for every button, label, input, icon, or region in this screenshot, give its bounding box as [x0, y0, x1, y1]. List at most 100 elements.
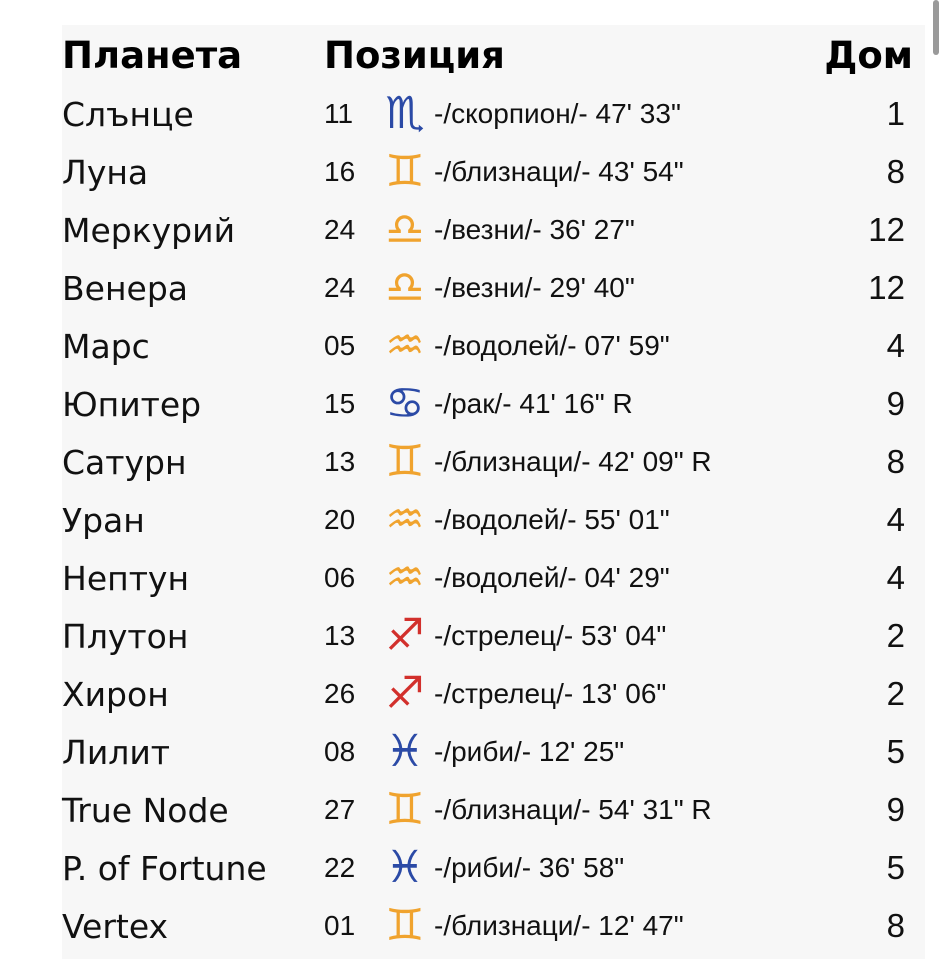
position-text: -/близнаци/- 43' 54" — [434, 156, 684, 187]
degree: 15 — [324, 388, 356, 419]
degree: 11 — [324, 98, 354, 129]
house-number: 4 — [886, 501, 905, 538]
cancer-icon: ♋︎ — [385, 378, 425, 429]
scorpio-icon: ♏︎ — [385, 88, 425, 139]
gemini-icon: ♊︎ — [385, 784, 425, 835]
pisces-icon: ♓︎ — [385, 726, 425, 777]
planet-table: Планета Позиция Дом Слънце 11 ♏︎ -/скорпио… — [62, 25, 925, 955]
position-text: -/близнаци/- 54' 31" R — [434, 794, 712, 825]
table-row: Лилит 08 ♓︎ -/риби/- 12' 25" 5 — [62, 723, 925, 781]
table-row: P. of Fortune 22 ♓︎ -/риби/- 36' 58" 5 — [62, 839, 925, 897]
planet-name: Хирон — [62, 674, 169, 714]
table-row: Марс 05 ♒︎ -/водолей/- 07' 59" 4 — [62, 317, 925, 375]
house-number: 8 — [886, 153, 905, 190]
table-row: Меркурий 24 ♎︎ -/везни/- 36' 27" 12 — [62, 201, 925, 259]
aquarius-icon: ♒︎ — [385, 494, 425, 545]
position-text: -/близнаци/- 12' 47" — [434, 910, 684, 941]
degree: 01 — [324, 910, 356, 941]
house-number: 12 — [868, 269, 905, 306]
house-number: 2 — [886, 675, 905, 712]
table-row: Нептун 06 ♒︎ -/водолей/- 04' 29" 4 — [62, 549, 925, 607]
planet-name: Сатурн — [62, 442, 187, 482]
gemini-icon: ♊︎ — [385, 146, 425, 197]
position: 26 ♐︎ -/стрелец/- 13' 06" — [324, 665, 801, 723]
gemini-icon: ♊︎ — [385, 436, 425, 487]
position-text: -/везни/- 29' 40" — [434, 272, 635, 303]
position: 16 ♊︎ -/близнаци/- 43' 54" — [324, 143, 801, 201]
table-row: Луна 16 ♊︎ -/близнаци/- 43' 54" 8 — [62, 143, 925, 201]
libra-icon: ♎︎ — [385, 204, 425, 255]
aquarius-icon: ♒︎ — [385, 552, 425, 603]
position-text: -/стрелец/- 13' 06" — [434, 678, 667, 709]
house-number: 12 — [868, 211, 905, 248]
degree: 13 — [324, 620, 356, 651]
degree: 27 — [324, 794, 356, 825]
position-text: -/риби/- 36' 58" — [434, 852, 625, 883]
position-text: -/риби/- 12' 25" — [434, 736, 625, 767]
position: 08 ♓︎ -/риби/- 12' 25" — [324, 723, 801, 781]
planet-name: Плутон — [62, 616, 189, 656]
sagittarius-icon: ♐︎ — [385, 668, 425, 719]
planet-name: Лилит — [62, 732, 171, 772]
position: 22 ♓︎ -/риби/- 36' 58" — [324, 839, 801, 897]
degree: 22 — [324, 852, 356, 883]
degree: 24 — [324, 214, 356, 245]
position-text: -/везни/- 36' 27" — [434, 214, 635, 245]
position-text: -/близнаци/- 42' 09" R — [434, 446, 712, 477]
degree: 26 — [324, 678, 356, 709]
table-row: Плутон 13 ♐︎ -/стрелец/- 53' 04" 2 — [62, 607, 925, 665]
table-row: Уран 20 ♒︎ -/водолей/- 55' 01" 4 — [62, 491, 925, 549]
table-row: Юпитер 15 ♋︎ -/рак/- 41' 16" R 9 — [62, 375, 925, 433]
position: 24 ♎︎ -/везни/- 36' 27" — [324, 201, 801, 259]
planet-name: P. of Fortune — [62, 848, 267, 888]
position: 06 ♒︎ -/водолей/- 04' 29" — [324, 549, 801, 607]
house-number: 4 — [886, 327, 905, 364]
planet-name: Уран — [62, 500, 145, 540]
degree: 08 — [324, 736, 356, 767]
position-text: -/водолей/- 55' 01" — [434, 504, 670, 535]
table-row: True Node 27 ♊︎ -/близнаци/- 54' 31" R 9 — [62, 781, 925, 839]
position-text: -/водолей/- 04' 29" — [434, 562, 670, 593]
house-number: 8 — [886, 443, 905, 480]
degree: 24 — [324, 272, 356, 303]
house-number: 9 — [886, 791, 905, 828]
table-row: Сатурн 13 ♊︎ -/близнаци/- 42' 09" R 8 — [62, 433, 925, 491]
planet-name: True Node — [62, 790, 229, 830]
gemini-icon: ♊︎ — [385, 900, 425, 951]
position-text: -/стрелец/- 53' 04" — [434, 620, 667, 651]
house-number: 5 — [886, 733, 905, 770]
position-text: -/рак/- 41' 16" R — [434, 388, 633, 419]
position: 01 ♊︎ -/близнаци/- 12' 47" — [324, 897, 801, 955]
pisces-icon: ♓︎ — [385, 842, 425, 893]
planet-name: Луна — [62, 152, 149, 192]
house-number: 2 — [886, 617, 905, 654]
degree: 16 — [324, 156, 356, 187]
position: 13 ♊︎ -/близнаци/- 42' 09" R — [324, 433, 801, 491]
house-number: 1 — [886, 95, 905, 132]
scrollbar[interactable] — [933, 0, 939, 55]
position: 05 ♒︎ -/водолей/- 07' 59" — [324, 317, 801, 375]
position: 20 ♒︎ -/водолей/- 55' 01" — [324, 491, 801, 549]
sagittarius-icon: ♐︎ — [385, 610, 425, 661]
position: 15 ♋︎ -/рак/- 41' 16" R — [324, 375, 801, 433]
planet-name: Венера — [62, 268, 188, 308]
planet-name: Юпитер — [62, 384, 202, 424]
degree: 13 — [324, 446, 356, 477]
header-house: Дом — [824, 33, 913, 77]
planet-positions-panel: Планета Позиция Дом Слънце 11 ♏︎ -/скорпио… — [62, 25, 925, 959]
planet-name: Нептун — [62, 558, 190, 598]
position-text: -/скорпион/- 47' 33" — [434, 98, 681, 129]
planet-name: Марс — [62, 326, 150, 366]
degree: 06 — [324, 562, 356, 593]
planet-name: Слънце — [62, 94, 194, 134]
header-planet: Планета — [62, 33, 243, 77]
aquarius-icon: ♒︎ — [385, 320, 425, 371]
table-row: Слънце 11 ♏︎ -/скорпион/- 47' 33" 1 — [62, 85, 925, 143]
planet-name: Меркурий — [62, 210, 236, 250]
house-number: 9 — [886, 385, 905, 422]
house-number: 8 — [886, 907, 905, 944]
table-row: Хирон 26 ♐︎ -/стрелец/- 13' 06" 2 — [62, 665, 925, 723]
table-row: Венера 24 ♎︎ -/везни/- 29' 40" 12 — [62, 259, 925, 317]
header-position: Позиция — [324, 33, 505, 77]
degree: 05 — [324, 330, 356, 361]
